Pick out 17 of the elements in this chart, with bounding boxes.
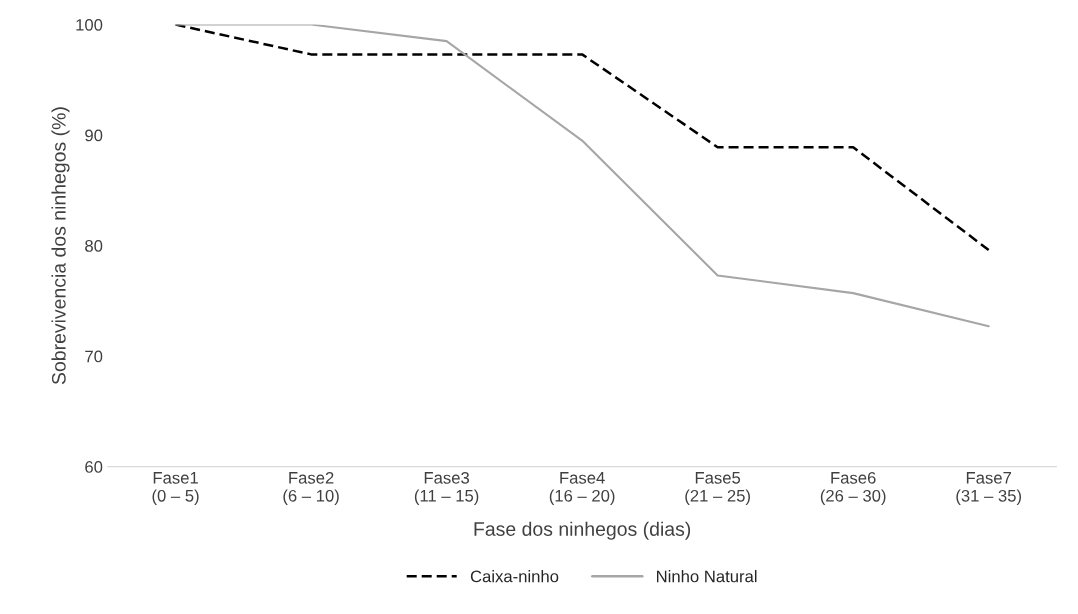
x-tick-label: Fase6 (26 – 30) xyxy=(820,471,886,505)
y-axis-title: Sobrevivencia dos ninhegos (%) xyxy=(51,107,70,385)
legend-label: Caixa-ninho xyxy=(470,570,559,583)
y-tick-label: 60 xyxy=(85,461,103,473)
y-tick-label: 90 xyxy=(85,129,103,142)
x-tick-label: Fase3 (11 – 15) xyxy=(414,471,479,505)
x-axis-title: Fase dos ninhegos (dias) xyxy=(474,521,691,540)
x-tick-label: Fase4 (16 – 20) xyxy=(549,472,615,505)
y-tick-label: 80 xyxy=(85,240,103,252)
y-tick-label: 100 xyxy=(76,18,103,31)
legend-label: Ninho Natural xyxy=(657,570,757,583)
x-tick-label: Fase5 (21 – 25) xyxy=(685,472,750,505)
line-series xyxy=(174,24,990,328)
y-tick-label: 70 xyxy=(85,350,103,363)
x-tick-label: Fase7 (31 – 35) xyxy=(956,472,1021,505)
x-tick-label: Fase2 (6 – 10) xyxy=(283,471,339,505)
x-tick-label: Fase1 (0 – 5) xyxy=(152,472,199,505)
